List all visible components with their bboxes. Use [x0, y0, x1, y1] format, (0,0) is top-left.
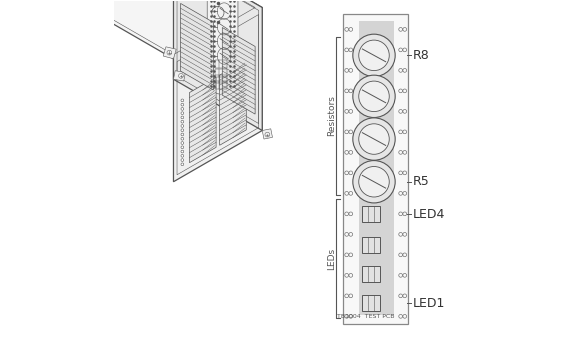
Bar: [359, 21, 394, 315]
Bar: [362, 266, 380, 282]
Circle shape: [358, 40, 389, 71]
Bar: [215, 69, 227, 77]
Circle shape: [358, 124, 389, 154]
Circle shape: [181, 129, 184, 132]
Text: LEDs: LEDs: [327, 248, 336, 270]
Circle shape: [181, 138, 184, 140]
Polygon shape: [82, 0, 96, 8]
Text: LED4: LED4: [413, 208, 445, 221]
Text: R5: R5: [413, 175, 430, 188]
Polygon shape: [222, 27, 255, 114]
Circle shape: [353, 75, 395, 118]
Polygon shape: [163, 47, 176, 59]
Text: Resistors: Resistors: [327, 95, 336, 136]
Polygon shape: [174, 8, 262, 182]
Circle shape: [358, 166, 389, 197]
Text: LED1: LED1: [413, 296, 445, 309]
Circle shape: [181, 112, 184, 115]
Circle shape: [181, 116, 184, 119]
Circle shape: [181, 120, 184, 123]
Bar: [343, 14, 408, 323]
Circle shape: [358, 81, 389, 111]
Circle shape: [181, 163, 184, 166]
Bar: [362, 237, 380, 253]
Circle shape: [181, 125, 184, 127]
Circle shape: [181, 159, 184, 162]
Polygon shape: [180, 3, 213, 90]
Circle shape: [353, 161, 395, 203]
Polygon shape: [174, 71, 185, 81]
Bar: [362, 206, 380, 222]
Bar: [362, 295, 380, 311]
Polygon shape: [174, 0, 262, 130]
Bar: [215, 60, 227, 69]
Polygon shape: [207, 0, 238, 96]
Circle shape: [353, 34, 395, 76]
Polygon shape: [189, 77, 216, 163]
Text: TB1004  TEST PCB: TB1004 TEST PCB: [337, 314, 395, 319]
Circle shape: [181, 103, 184, 106]
Circle shape: [181, 154, 184, 157]
Bar: [215, 81, 227, 90]
Circle shape: [181, 133, 184, 136]
Circle shape: [181, 142, 184, 144]
Polygon shape: [262, 129, 273, 139]
Circle shape: [181, 146, 184, 149]
Circle shape: [181, 99, 184, 102]
Circle shape: [353, 118, 395, 160]
Bar: [215, 75, 227, 83]
Polygon shape: [85, 0, 262, 59]
Text: R8: R8: [413, 49, 430, 62]
Circle shape: [181, 150, 184, 153]
Circle shape: [181, 108, 184, 110]
Polygon shape: [220, 60, 246, 145]
